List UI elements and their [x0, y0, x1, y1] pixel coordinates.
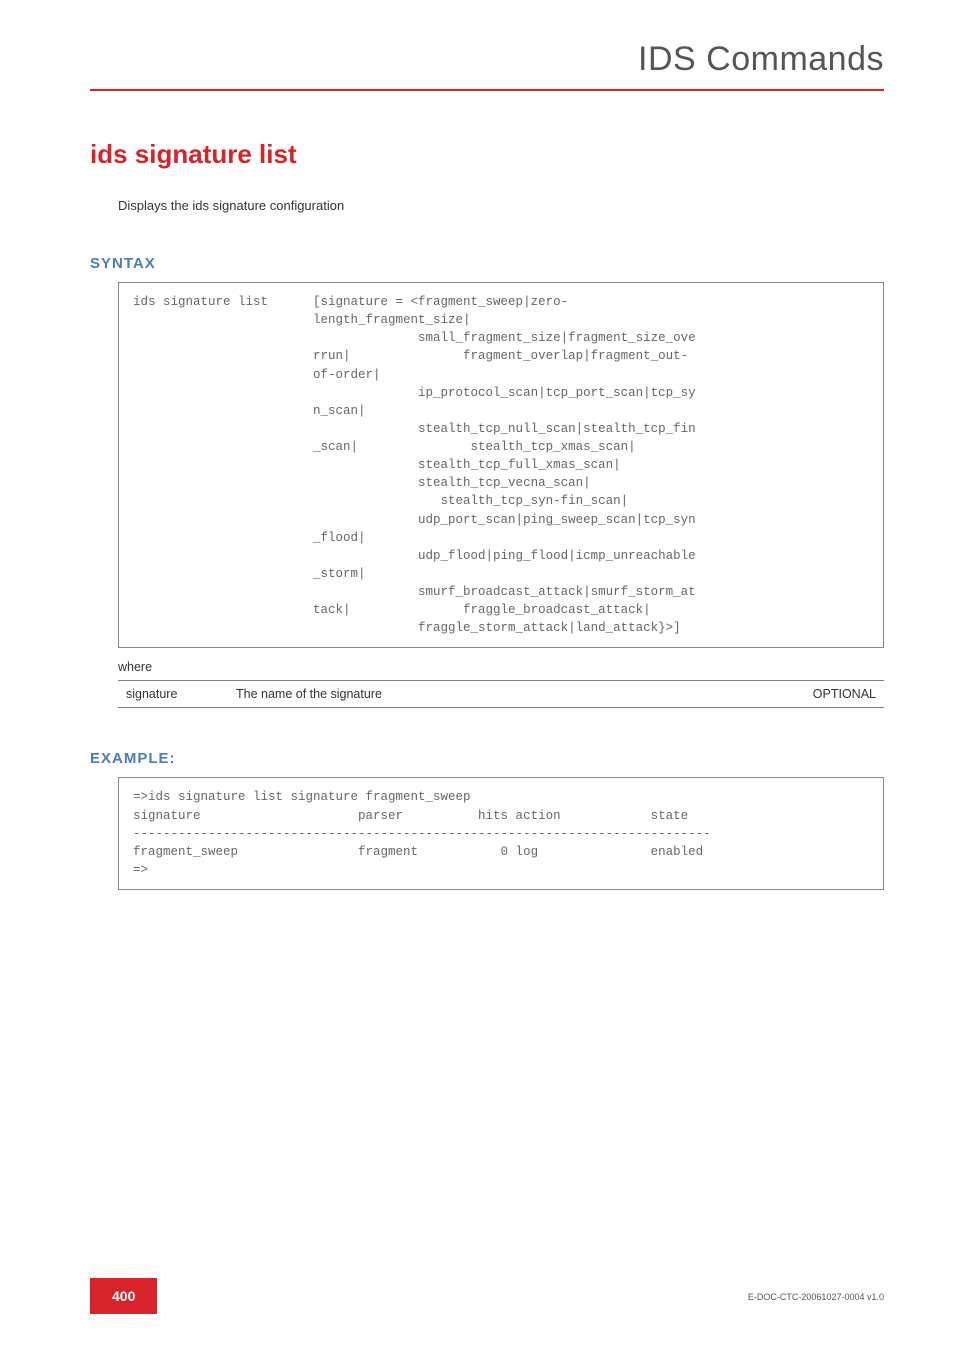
where-label: where [118, 660, 884, 674]
command-description: Displays the ids signature configuration [118, 198, 884, 213]
page-number-badge: 400 [90, 1278, 157, 1314]
syntax-code: ids signature list [signature = <fragmen… [118, 282, 884, 648]
param-optional: OPTIONAL [774, 681, 884, 708]
page-footer: 400 E-DOC-CTC-20061027-0004 v1.0 [0, 1278, 954, 1314]
command-title: ids signature list [90, 139, 884, 170]
param-name: signature [118, 681, 228, 708]
doc-id: E-DOC-CTC-20061027-0004 v1.0 [748, 1292, 884, 1302]
syntax-label: SYNTAX [90, 255, 884, 272]
param-desc: The name of the signature [228, 681, 774, 708]
page-header-title: IDS Commands [90, 40, 884, 89]
header-rule [90, 89, 884, 91]
example-label: EXAMPLE: [90, 750, 884, 767]
table-row: signature The name of the signature OPTI… [118, 681, 884, 708]
example-code: =>ids signature list signature fragment_… [118, 777, 884, 890]
param-table: signature The name of the signature OPTI… [118, 680, 884, 708]
